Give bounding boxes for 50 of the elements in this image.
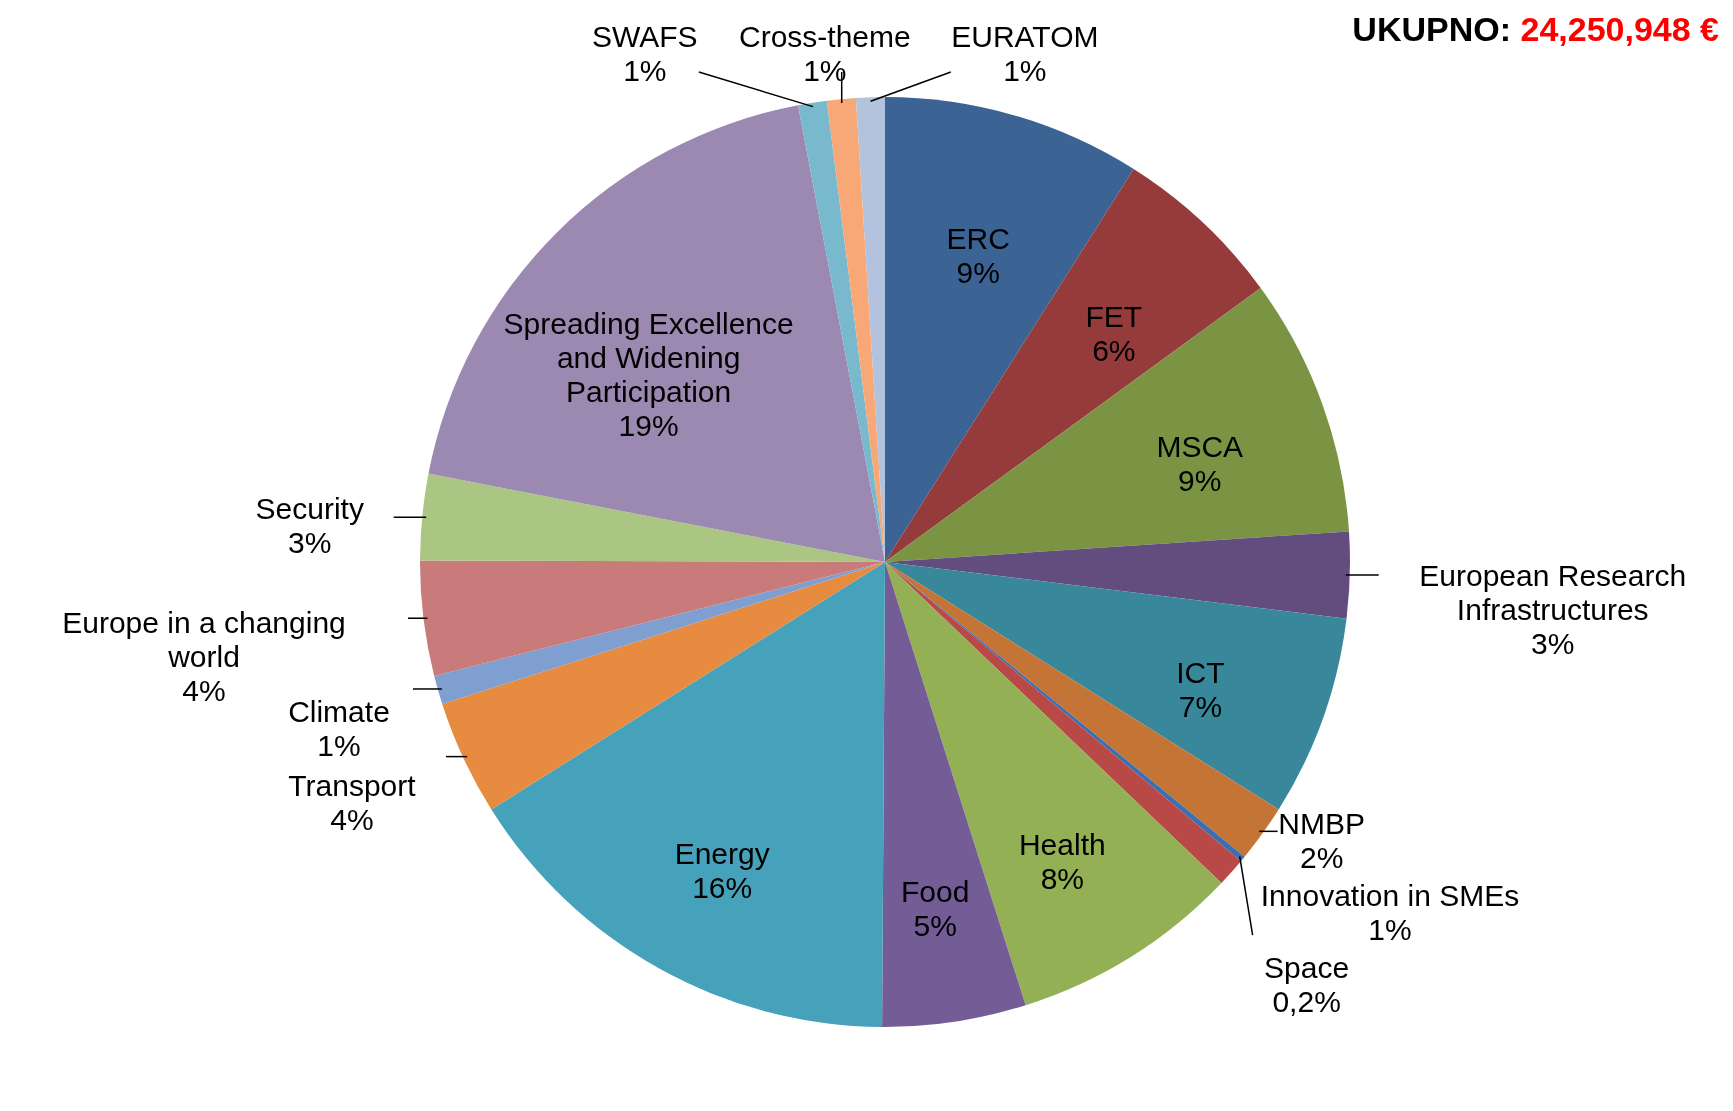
slice-label: Climate [288, 695, 390, 729]
data-label: 1% [1368, 913, 1412, 947]
data-label: 6% [1092, 333, 1136, 367]
slice-label: NMBP [1278, 807, 1365, 841]
pie-slice [428, 105, 885, 562]
data-label: 3% [1531, 627, 1575, 661]
data-label: 8% [1040, 862, 1084, 895]
data-label: 9% [956, 256, 1000, 290]
data-label: 4% [182, 674, 226, 708]
slice-label: Security [255, 492, 364, 526]
pie-slice [420, 560, 885, 676]
chart-subtitle: 24,250,948 € [1520, 10, 1719, 48]
data-label: 5% [913, 909, 957, 943]
pie-slice [885, 287, 1349, 562]
data-label: 1% [803, 54, 847, 87]
pie-slice [885, 169, 1261, 562]
slice-label: Energy [674, 836, 770, 870]
data-label: 1% [1003, 54, 1047, 87]
slice-label: EURATOM [951, 20, 1099, 53]
pie-slice [798, 100, 885, 562]
slice-label: Space [1264, 951, 1350, 985]
slice-label: SWAFS [592, 20, 698, 53]
slice-label: Transport [288, 768, 417, 802]
slice-label: European Research Infrastructures [1419, 559, 1687, 627]
data-label: 9% [1178, 463, 1222, 497]
data-label: 7% [1178, 690, 1223, 724]
slice-label: ERC [946, 222, 1010, 256]
pie-slice [442, 562, 885, 810]
slice-label: Spreading Excellence and Widening Participation [503, 306, 794, 408]
chart-title: UKUPNO: [1352, 10, 1512, 48]
data-label: 19% [618, 408, 679, 442]
data-label: 16% [692, 870, 753, 904]
pie-slice [885, 562, 1347, 810]
slice-label: FET [1085, 299, 1143, 333]
data-label: 2% [1299, 841, 1344, 875]
pie-slice [491, 562, 885, 1027]
pie-slice [885, 562, 1222, 1006]
slice-label: Innovation in SMEs [1260, 879, 1520, 913]
pie-slice [420, 473, 885, 562]
slice-label: Health [1018, 828, 1106, 861]
data-label: 1% [623, 54, 667, 87]
data-label: 3% [288, 526, 332, 560]
slice-label: MSCA [1156, 429, 1244, 463]
slice-label: ICT [1176, 656, 1225, 690]
data-label: 1% [317, 729, 361, 763]
slice-label: Europe in a changing world [62, 606, 346, 674]
slice-label: Food [901, 875, 970, 909]
data-label: 4% [330, 802, 374, 836]
slice-label: Cross-theme [738, 20, 911, 53]
data-label: 0,2% [1272, 985, 1341, 1019]
